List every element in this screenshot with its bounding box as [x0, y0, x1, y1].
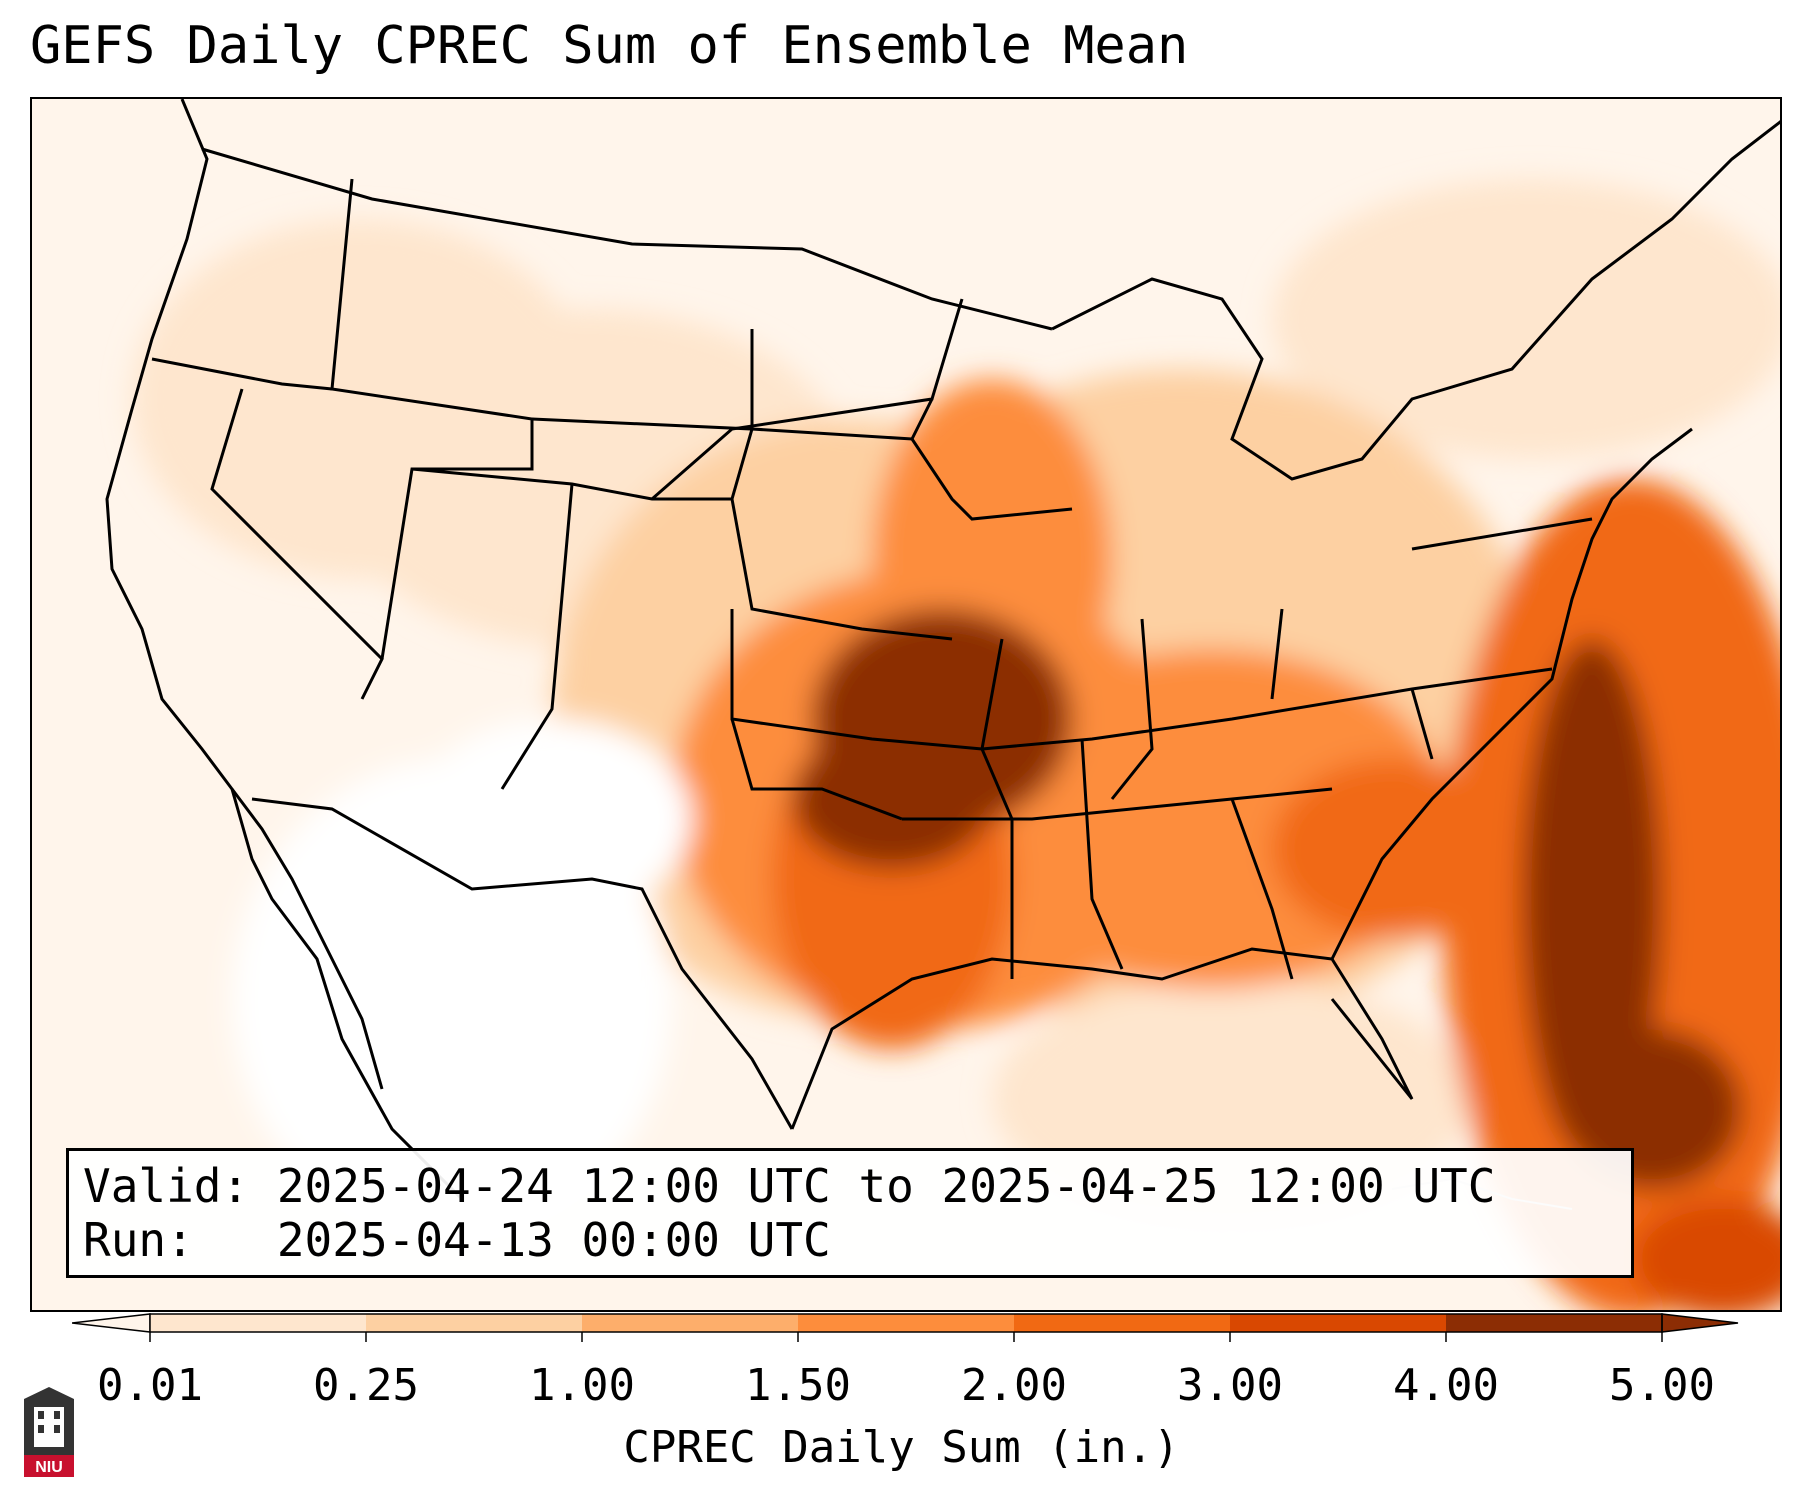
valid-run-info-box: Valid: 2025-04-24 12:00 UTC to 2025-04-2… — [66, 1148, 1634, 1278]
precipitation-map — [30, 97, 1782, 1312]
colorbar-cell — [1014, 1314, 1230, 1332]
logo-text: NIU — [35, 1459, 63, 1476]
colorbar-cell — [1230, 1314, 1446, 1332]
colorbar-tick-label: 5.00 — [1609, 1360, 1715, 1411]
map-title: GEFS Daily CPREC Sum of Ensemble Mean — [30, 16, 1189, 76]
colorbar-extend-low — [72, 1313, 151, 1333]
colorbar-extend-high — [1661, 1313, 1739, 1333]
run-line: Run: 2025-04-13 00:00 UTC — [83, 1213, 831, 1267]
colorbar-cell — [1446, 1314, 1662, 1332]
colorbar-tick-label: 3.00 — [1177, 1360, 1283, 1411]
colorbar-tick-label: 2.00 — [961, 1360, 1067, 1411]
valid-line: Valid: 2025-04-24 12:00 UTC to 2025-04-2… — [83, 1159, 1496, 1213]
colorbar-outline — [149, 1313, 1663, 1333]
colorbar-tick-label: 1.00 — [529, 1360, 635, 1411]
borders — [105, 99, 1780, 1201]
colorbar-tick-label: 4.00 — [1393, 1360, 1499, 1411]
colorbar-tick-label: 0.01 — [97, 1360, 203, 1411]
map-canvas — [32, 99, 1780, 1310]
university-tower-icon: NIU — [24, 1387, 74, 1477]
colorbar-tick-label: 0.25 — [313, 1360, 419, 1411]
colorbar-label: CPREC Daily Sum (in.) — [623, 1422, 1180, 1473]
colorbar-cell — [798, 1314, 1014, 1332]
colorbar-cell — [366, 1314, 582, 1332]
colorbar-tick-label: 1.50 — [745, 1360, 851, 1411]
colorbar-cell — [150, 1314, 366, 1332]
colorbar-cell — [582, 1314, 798, 1332]
colorbar — [72, 1313, 1739, 1342]
